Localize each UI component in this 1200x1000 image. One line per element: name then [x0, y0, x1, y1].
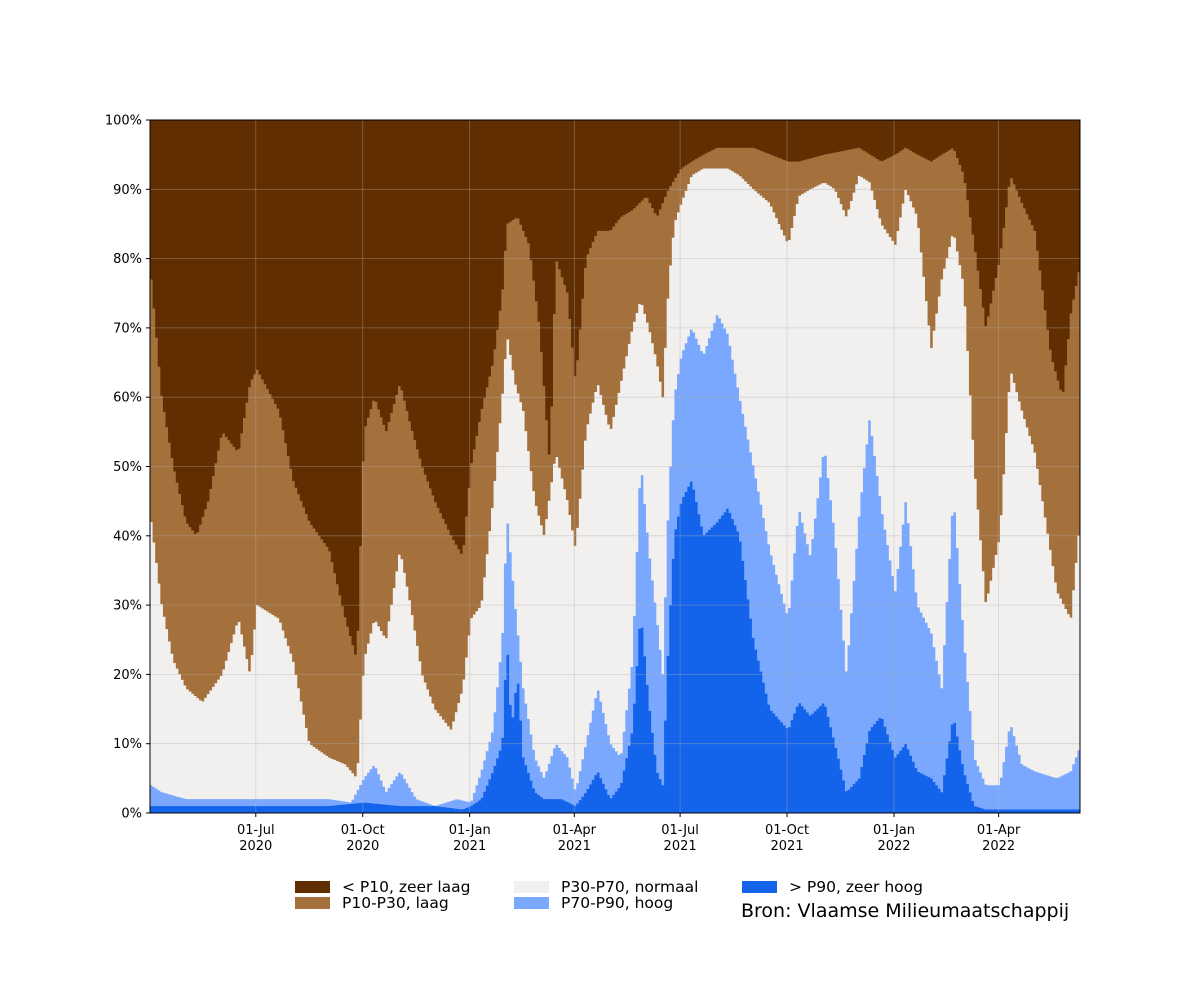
y-tick-label: 80% — [113, 252, 142, 267]
legend-item-normaal: P30-P70, normaal — [514, 879, 698, 895]
x-tick-year-label: 2020 — [239, 839, 272, 854]
y-tick-label: 50% — [113, 460, 142, 475]
y-tick-label: 90% — [113, 183, 142, 198]
legend-swatch-zeer-laag — [295, 881, 330, 893]
y-axis: 0% 10% 20% 30% 40% 50% 60% 70% 80% 90% 100% — [105, 114, 150, 822]
y-tick-label: 100% — [105, 114, 142, 129]
x-tick-year-label: 2021 — [664, 839, 697, 854]
x-tick-label: 01-Apr — [553, 823, 597, 838]
x-tick-year-label: 2022 — [982, 839, 1015, 854]
x-axis: 01-Jul202001-Oct202001-Jan202101-Apr2021… — [237, 813, 1021, 854]
source-note: Bron: Vlaamse Milieumaatschappij — [741, 900, 1070, 922]
x-tick-year-label: 2022 — [877, 839, 910, 854]
x-tick-year-label: 2021 — [558, 839, 591, 854]
legend-label-normaal: P30-P70, normaal — [561, 878, 699, 896]
x-tick-label: 01-Apr — [977, 823, 1021, 838]
legend-label-laag: P10-P30, laag — [342, 894, 449, 912]
y-tick-label: 70% — [113, 321, 142, 336]
legend-label-zeer-hoog: > P90, zeer hoog — [789, 878, 923, 896]
legend-swatch-normaal — [514, 881, 549, 893]
area-p70-p90-hoog — [150, 315, 1080, 813]
x-tick-year-label: 2021 — [453, 839, 486, 854]
y-tick-label: 40% — [113, 529, 142, 544]
y-tick-label: 0% — [121, 807, 142, 822]
legend-swatch-hoog — [514, 897, 549, 909]
x-tick-year-label: 2021 — [771, 839, 804, 854]
y-tick-label: 30% — [113, 599, 142, 614]
y-tick-label: 60% — [113, 391, 142, 406]
x-tick-label: 01-Jul — [237, 823, 275, 838]
legend-label-zeer-laag: < P10, zeer laag — [342, 878, 471, 896]
legend-item-zeer-hoog: > P90, zeer hoog — [742, 879, 923, 895]
legend: < P10, zeer laag P10-P30, laag P30-P70, … — [295, 879, 935, 919]
legend-swatch-zeer-hoog — [742, 881, 777, 893]
legend-item-zeer-laag: < P10, zeer laag — [295, 879, 471, 895]
x-tick-label: 01-Jul — [661, 823, 699, 838]
x-tick-label: 01-Oct — [341, 823, 385, 838]
y-tick-label: 10% — [113, 737, 142, 752]
y-tick-label: 20% — [113, 668, 142, 683]
stacked-areas — [150, 120, 1080, 814]
gridlines — [150, 119, 1080, 814]
x-tick-label: 01-Jan — [449, 823, 491, 838]
legend-item-laag: P10-P30, laag — [295, 895, 449, 911]
x-tick-label: 01-Jan — [873, 823, 915, 838]
x-tick-label: 01-Oct — [765, 823, 809, 838]
legend-label-hoog: P70-P90, hoog — [561, 894, 674, 912]
legend-swatch-laag — [295, 897, 330, 909]
x-tick-year-label: 2020 — [346, 839, 379, 854]
legend-item-hoog: P70-P90, hoog — [514, 895, 673, 911]
